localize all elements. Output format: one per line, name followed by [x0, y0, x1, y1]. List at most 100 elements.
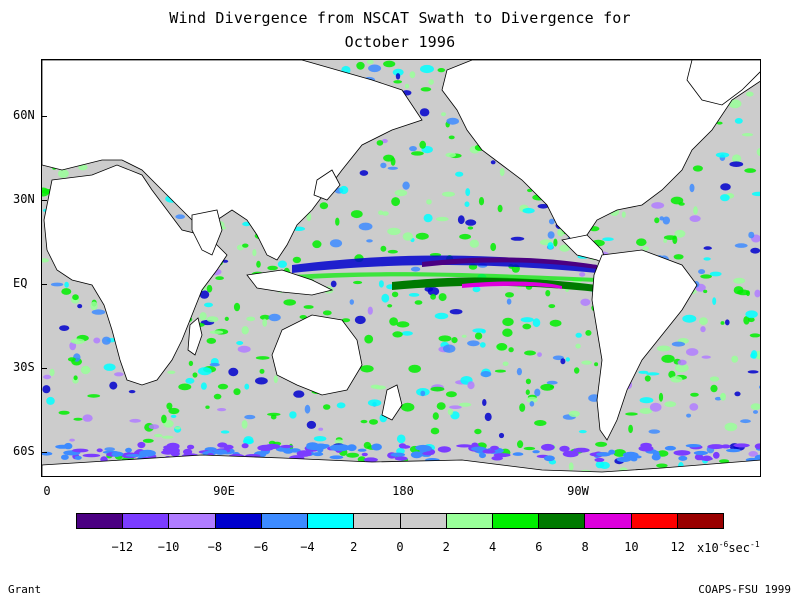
divergence-patch — [408, 293, 420, 297]
divergence-patch — [553, 238, 558, 247]
divergence-patch — [148, 424, 160, 430]
land-masses — [42, 60, 760, 476]
divergence-patch — [430, 427, 440, 435]
divergence-patch — [716, 121, 723, 125]
divergence-patch — [502, 361, 509, 367]
units-exponent-2: -1 — [750, 540, 760, 549]
divergence-patch — [82, 414, 93, 422]
divergence-patch — [552, 355, 564, 361]
divergence-patch — [682, 314, 697, 323]
southern-ocean-patch — [61, 454, 69, 460]
divergence-patch — [502, 328, 513, 337]
divergence-patch — [474, 332, 483, 340]
divergence-patch — [747, 370, 759, 374]
divergence-patch — [578, 430, 587, 434]
divergence-patch — [719, 459, 730, 464]
divergence-patch — [426, 199, 432, 205]
southern-ocean-patch — [371, 443, 382, 451]
divergence-patch — [754, 289, 760, 298]
divergence-patch — [114, 372, 124, 377]
southern-ocean-patch — [622, 451, 639, 459]
divergence-patch — [467, 340, 480, 347]
divergence-patch — [374, 385, 386, 390]
divergence-patch — [312, 240, 322, 249]
divergence-patch — [339, 185, 349, 195]
lon-label-180: 180 — [392, 484, 414, 498]
divergence-patch — [701, 355, 711, 359]
colorbar-tick-label: 8 — [581, 540, 589, 554]
southern-ocean-patch — [82, 453, 101, 458]
southern-ocean-patch — [733, 443, 750, 448]
divergence-patch — [746, 91, 754, 97]
divergence-patch — [446, 117, 460, 125]
divergence-patch — [387, 166, 398, 170]
divergence-patch — [534, 420, 547, 426]
lat-tick-30s — [41, 368, 47, 369]
southern-ocean-patch — [329, 455, 344, 460]
divergence-patch — [236, 341, 244, 345]
divergence-patch — [228, 367, 239, 377]
divergence-patch — [686, 413, 692, 418]
divergence-patch — [380, 245, 387, 252]
divergence-patch — [242, 438, 254, 445]
southern-ocean-patch — [280, 444, 294, 449]
divergence-patch — [104, 447, 115, 452]
divergence-patch — [394, 189, 408, 197]
divergence-patch — [103, 363, 116, 371]
divergence-patch — [427, 287, 440, 296]
divergence-patch — [277, 260, 287, 268]
southern-ocean-patch — [125, 447, 132, 453]
divergence-patch — [720, 321, 725, 325]
divergence-patch — [166, 402, 173, 410]
divergence-patch — [750, 247, 760, 254]
divergence-patch — [59, 325, 70, 331]
divergence-patch — [639, 408, 653, 414]
divergence-patch — [391, 291, 399, 298]
colorbar-tick-label: −4 — [300, 540, 315, 554]
colorbar-cell — [261, 514, 309, 528]
divergence-patch — [560, 358, 566, 365]
divergence-patch — [712, 297, 717, 305]
divergence-patch — [233, 302, 241, 312]
divergence-patch — [313, 436, 327, 442]
divergence-patch — [354, 315, 366, 325]
colorbar-tick-label: 6 — [535, 540, 543, 554]
australia — [271, 314, 363, 396]
divergence-patch — [255, 377, 268, 385]
southern-ocean-patch — [306, 442, 319, 449]
divergence-patch — [259, 314, 271, 320]
divergence-patch — [419, 108, 430, 117]
southern-ocean-patch — [283, 449, 293, 454]
southern-ocean-patch — [55, 444, 70, 449]
colorbar-cell — [169, 514, 216, 528]
colorbar-tick-label: 10 — [624, 540, 639, 554]
divergence-patch — [236, 244, 244, 251]
divergence-patch — [565, 357, 570, 362]
divergence-patch — [367, 399, 382, 407]
divergence-patch — [656, 463, 668, 468]
divergence-patch — [408, 364, 422, 373]
divergence-patch — [574, 367, 580, 374]
colorbar-cell — [400, 514, 447, 528]
divergence-patch — [46, 396, 55, 405]
divergence-patch — [430, 386, 445, 392]
map-plot-area — [41, 59, 761, 477]
lat-label-60s: 60S — [13, 444, 35, 458]
southern-ocean-patch — [390, 452, 406, 457]
divergence-patch — [741, 133, 754, 137]
divergence-patch — [474, 428, 482, 435]
divergence-patch — [469, 239, 479, 248]
divergence-patch — [80, 365, 91, 375]
divergence-patch — [689, 183, 695, 193]
divergence-patch — [43, 374, 52, 380]
divergence-patch — [656, 345, 671, 352]
southern-ocean-patch — [664, 445, 677, 451]
divergence-patch — [358, 222, 373, 231]
divergence-patch — [662, 216, 670, 225]
divergence-patch — [725, 319, 730, 326]
new-zealand — [381, 384, 403, 421]
divergence-patch — [449, 309, 463, 315]
divergence-patch — [636, 238, 647, 246]
divergence-patch — [524, 350, 536, 356]
divergence-patch — [621, 211, 626, 218]
